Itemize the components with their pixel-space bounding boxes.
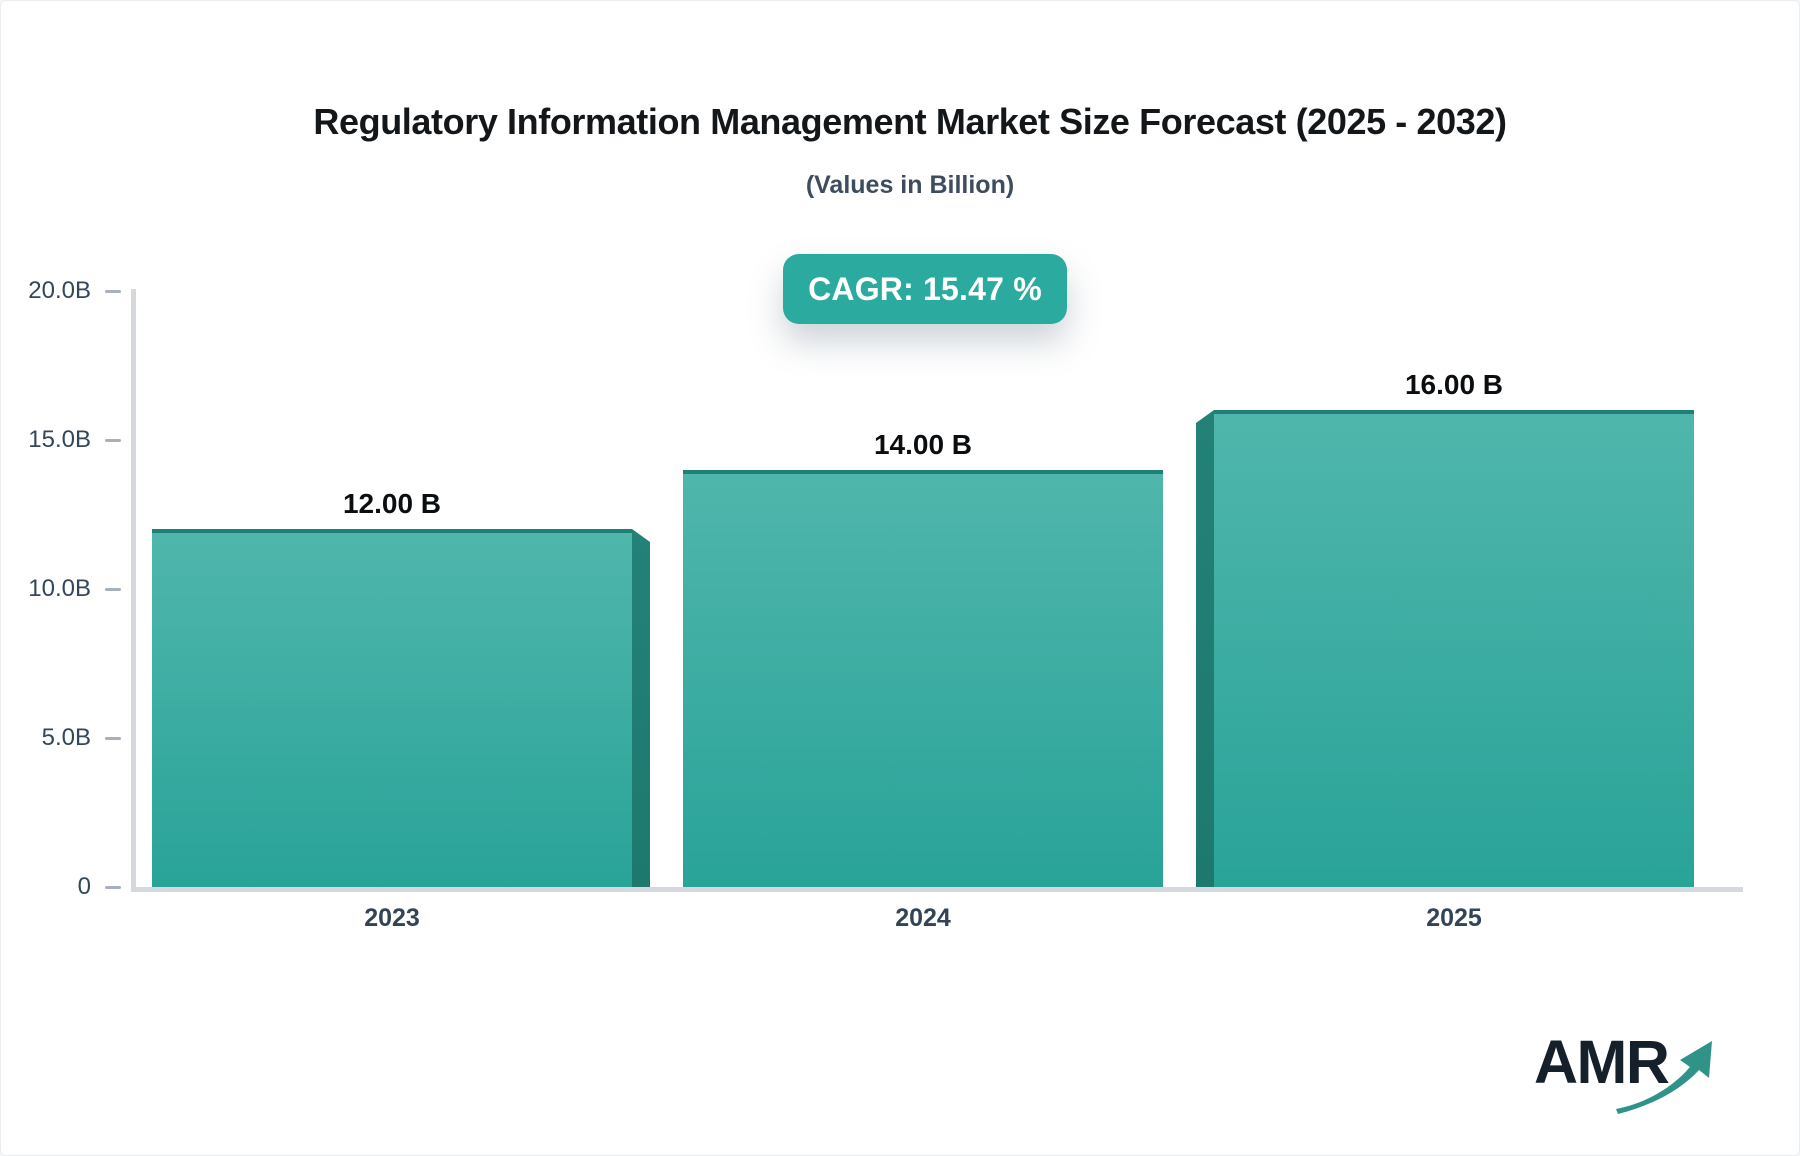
bar-2025: [1214, 410, 1694, 887]
bar-side-face: [1196, 410, 1214, 887]
x-axis-line: [131, 887, 1743, 892]
chart-subtitle: (Values in Billion): [805, 171, 1015, 199]
cagr-badge: CAGR: 15.47 %: [783, 254, 1067, 324]
y-tick-mark: [105, 886, 121, 889]
bar-2023: [152, 529, 632, 887]
y-tick-label: 0: [77, 873, 91, 900]
bar-2024: [683, 470, 1163, 887]
y-axis-line: [131, 289, 136, 892]
bar-side-face: [632, 529, 650, 887]
y-tick-mark: [105, 737, 121, 740]
bar-value-label: 14.00 B: [873, 429, 973, 460]
x-category-label: 2023: [364, 904, 420, 932]
amr-logo-text: AMR: [1534, 1028, 1670, 1096]
y-tick-label: 10.0B: [28, 575, 91, 602]
y-tick-label: 5.0B: [41, 724, 91, 751]
growth-arrow-icon: [1616, 1041, 1712, 1114]
y-tick-mark: [105, 290, 121, 293]
amr-logo: AMR: [1534, 1031, 1729, 1127]
bar-value-label: 16.00 B: [1404, 369, 1504, 400]
bar-value-label: 12.00 B: [342, 488, 442, 519]
cagr-badge-label: CAGR: 15.47 %: [808, 270, 1042, 307]
y-tick-mark: [105, 439, 121, 442]
y-tick-label: 20.0B: [28, 277, 91, 304]
y-tick-label: 15.0B: [28, 426, 91, 453]
x-category-label: 2025: [1426, 904, 1482, 932]
y-tick-mark: [105, 588, 121, 591]
chart-title: Regulatory Information Management Market…: [313, 101, 1507, 142]
x-category-label: 2024: [895, 904, 951, 932]
